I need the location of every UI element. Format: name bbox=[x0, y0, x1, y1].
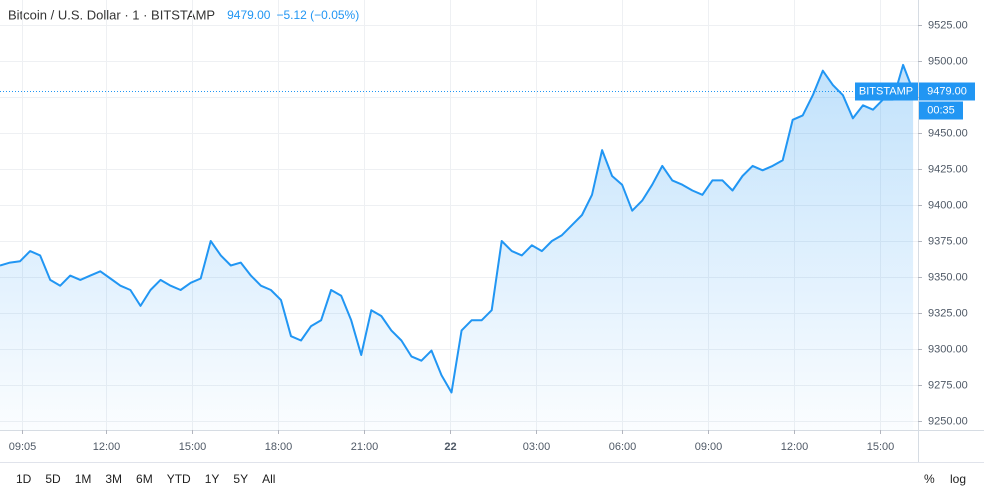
y-tick-label: 9525.00 bbox=[928, 19, 968, 31]
last-price: 9479.00 bbox=[227, 8, 271, 22]
area-fill bbox=[0, 64, 914, 431]
y-tick-label: 9500.00 bbox=[928, 55, 968, 67]
y-tick-label: 9325.00 bbox=[928, 307, 968, 319]
y-tick-label: 9450.00 bbox=[928, 127, 968, 139]
x-tick-label: 21:00 bbox=[351, 441, 379, 453]
x-tick-label: 09:00 bbox=[695, 441, 723, 453]
y-tick-label: 9350.00 bbox=[928, 271, 968, 283]
x-tick-label: 09:05 bbox=[9, 441, 37, 453]
x-tick-label: 03:00 bbox=[523, 441, 551, 453]
y-tick-label: 9375.00 bbox=[928, 235, 968, 247]
range-button[interactable]: 5Y bbox=[233, 472, 248, 486]
price-tag: 9479.00 bbox=[927, 85, 967, 97]
range-button[interactable]: 1M bbox=[75, 472, 92, 486]
range-button[interactable]: YTD bbox=[167, 472, 191, 486]
x-tick-label: 22 bbox=[444, 441, 456, 453]
x-tick-label: 12:00 bbox=[93, 441, 121, 453]
x-tick-label: 15:00 bbox=[867, 441, 895, 453]
range-button[interactable]: 1Y bbox=[205, 472, 220, 486]
range-button[interactable]: 3M bbox=[105, 472, 122, 486]
countdown-bg bbox=[919, 101, 963, 120]
price-change: −5.12 (−0.05%) bbox=[276, 8, 359, 22]
x-tick-label: 12:00 bbox=[781, 441, 809, 453]
scale-button[interactable]: log bbox=[950, 472, 966, 486]
source-tag: BITSTAMP bbox=[859, 85, 913, 97]
countdown: 00:35 bbox=[927, 104, 955, 116]
source-tag-bg bbox=[855, 82, 918, 101]
y-tick-label: 9275.00 bbox=[928, 379, 968, 391]
price-tag-bg bbox=[919, 82, 975, 101]
range-button[interactable]: 6M bbox=[136, 472, 153, 486]
price-line-series bbox=[0, 63, 915, 394]
range-button[interactable]: 1D bbox=[16, 472, 32, 486]
y-tick-label: 9250.00 bbox=[928, 415, 968, 427]
x-tick-label: 06:00 bbox=[609, 441, 637, 453]
y-tick-label: 9300.00 bbox=[928, 343, 968, 355]
chart-title: Bitcoin / U.S. Dollar · 1 · BITSTAMP bbox=[8, 7, 215, 22]
range-button[interactable]: 5D bbox=[45, 472, 61, 486]
y-tick-label: 9400.00 bbox=[928, 199, 968, 211]
range-button[interactable]: All bbox=[262, 472, 275, 486]
scale-button[interactable]: % bbox=[924, 472, 935, 486]
x-tick-label: 15:00 bbox=[179, 441, 207, 453]
x-tick-label: 18:00 bbox=[265, 441, 293, 453]
y-tick-label: 9425.00 bbox=[928, 163, 968, 175]
